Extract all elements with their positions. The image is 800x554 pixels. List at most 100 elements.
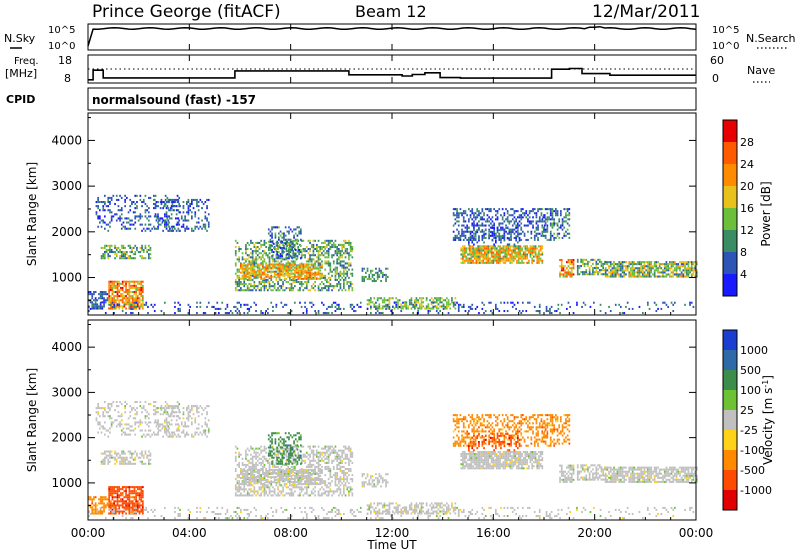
power-cell xyxy=(296,238,299,241)
power-cell xyxy=(178,223,181,226)
power-cell xyxy=(679,269,681,272)
power-cell xyxy=(621,269,624,272)
power-cell xyxy=(503,239,506,242)
velocity-cell xyxy=(94,508,97,511)
power-cell xyxy=(498,237,501,240)
power-cell xyxy=(121,289,124,292)
power-cell xyxy=(626,301,629,304)
power-cell xyxy=(243,289,246,292)
power-cell xyxy=(122,257,125,260)
power-cell xyxy=(590,258,593,261)
power-cell xyxy=(642,265,644,268)
power-cell xyxy=(494,253,496,256)
power-cell xyxy=(238,283,240,286)
power-cell xyxy=(263,285,266,288)
velocity-cell xyxy=(250,484,252,487)
power-cell xyxy=(514,253,517,256)
power-cell xyxy=(245,273,247,276)
power-cell xyxy=(107,257,110,260)
power-cell xyxy=(559,312,561,315)
power-cell xyxy=(435,297,438,300)
power-cell xyxy=(386,303,389,306)
power-cell xyxy=(292,265,295,268)
power-cell xyxy=(302,265,305,268)
power-cell xyxy=(631,267,634,270)
power-cell xyxy=(288,249,290,252)
velocity-cell xyxy=(141,435,143,438)
power-cell xyxy=(490,208,492,211)
power-cell xyxy=(307,263,310,266)
power-cell xyxy=(321,287,323,290)
power-cell xyxy=(140,282,143,285)
power-cell xyxy=(544,208,547,211)
velocity-cell xyxy=(135,490,137,493)
power-cell xyxy=(534,255,537,258)
power-cell xyxy=(516,261,518,264)
power-cell xyxy=(472,255,474,258)
power-cell xyxy=(332,254,335,257)
power-cell xyxy=(555,222,557,225)
power-cell xyxy=(339,262,342,265)
power-cell xyxy=(628,263,631,266)
power-cell xyxy=(638,269,641,272)
power-cell xyxy=(275,263,278,266)
power-cell xyxy=(291,257,294,260)
power-cell xyxy=(470,251,473,254)
power-cell xyxy=(334,270,337,273)
power-cell xyxy=(496,229,499,232)
power-cell xyxy=(385,305,387,308)
power-cell xyxy=(690,261,693,264)
power-cell xyxy=(526,255,528,258)
power-cell xyxy=(319,254,322,257)
power-cell xyxy=(174,312,176,315)
power-cell xyxy=(108,293,110,296)
power-cell xyxy=(602,273,604,276)
power-cell xyxy=(520,232,523,235)
power-cell xyxy=(410,299,413,302)
power-cell xyxy=(103,297,105,300)
velocity-cell xyxy=(196,427,198,430)
power-cell xyxy=(262,250,264,253)
velocity-cell xyxy=(238,488,240,491)
power-cell xyxy=(135,301,137,304)
power-cell xyxy=(153,227,156,230)
velocity-cell xyxy=(115,486,117,489)
power-cell xyxy=(402,307,404,310)
power-cell xyxy=(491,220,494,223)
power-cell xyxy=(265,246,267,249)
power-cell xyxy=(480,253,483,256)
power-cell xyxy=(199,225,202,228)
velocity-cell xyxy=(107,435,110,438)
power-cell xyxy=(272,289,274,292)
velocity-cell xyxy=(182,417,185,420)
power-cell xyxy=(583,273,586,276)
power-cell xyxy=(273,248,276,251)
power-cell xyxy=(583,265,586,268)
power-cell xyxy=(246,289,249,292)
power-cell xyxy=(117,209,120,212)
power-cell xyxy=(139,223,142,226)
power-cell xyxy=(556,224,559,227)
power-cell xyxy=(253,250,256,253)
power-cell xyxy=(400,305,403,308)
power-cell xyxy=(334,266,337,269)
velocity-cell xyxy=(119,425,121,428)
power-cell xyxy=(250,275,252,278)
power-cell xyxy=(475,261,478,264)
velocity-cell xyxy=(120,433,123,436)
power-cell xyxy=(116,286,119,289)
power-cell xyxy=(499,261,501,264)
power-cell xyxy=(309,248,311,251)
power-cell xyxy=(623,312,626,315)
power-cell xyxy=(477,249,479,252)
power-cell xyxy=(530,220,533,223)
power-cell xyxy=(650,267,653,270)
velocity-cell xyxy=(107,405,110,408)
power-cell xyxy=(402,301,404,304)
velocity-cell xyxy=(149,435,152,438)
velocity-cell xyxy=(201,433,203,436)
power-cell xyxy=(613,269,615,272)
power-cell xyxy=(593,271,596,274)
power-cell xyxy=(250,241,252,244)
power-cell xyxy=(341,272,343,275)
